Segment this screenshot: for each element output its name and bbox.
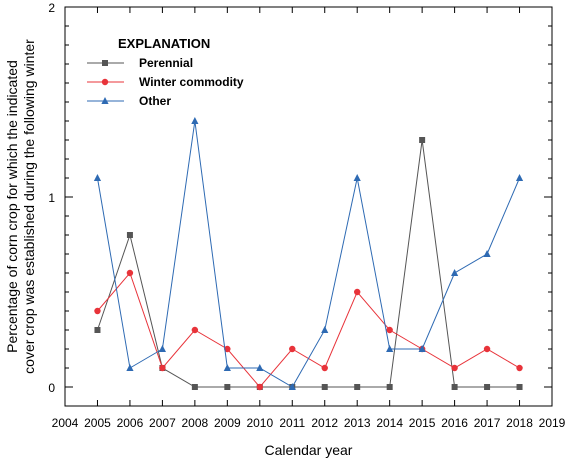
data-point-perennial (354, 384, 361, 390)
legend-item-winter-commodity: Winter commodity (87, 75, 244, 89)
data-point-other (321, 326, 329, 333)
x-tick-label: 2011 (279, 416, 305, 430)
x-tick-label: 2006 (117, 416, 144, 430)
data-point-perennial (484, 384, 491, 390)
legend-item-other: Other (87, 94, 171, 108)
legend-marker-perennial (102, 60, 108, 66)
data-point-winter-commodity (256, 383, 263, 391)
data-point-perennial (451, 384, 458, 390)
x-tick-label: 2017 (474, 416, 501, 430)
data-point-other (288, 383, 296, 390)
data-point-other (386, 345, 394, 352)
legend-item-perennial: Perennial (87, 56, 193, 70)
x-tick-label: 2007 (149, 416, 176, 430)
data-point-other (353, 174, 361, 181)
legend-label-other: Other (139, 94, 171, 108)
data-point-winter-commodity (451, 364, 458, 372)
x-tick-label: 2012 (311, 416, 338, 430)
data-point-perennial (126, 232, 133, 238)
x-axis-title: Calendar year (265, 442, 353, 458)
x-tick-label: 2009 (214, 416, 241, 430)
y-axis-title-line-2: cover crop was established during the fo… (21, 39, 37, 374)
data-point-other (515, 174, 524, 181)
x-tick-label: 2014 (376, 416, 403, 430)
data-point-winter-commodity (321, 364, 328, 372)
series-other (93, 117, 524, 390)
legend-marker-other (101, 97, 109, 104)
x-tick-label: 2019 (539, 416, 566, 430)
legend-title: EXPLANATION (118, 36, 210, 51)
legend-label-perennial: Perennial (139, 56, 193, 70)
data-point-perennial (321, 384, 328, 390)
data-point-winter-commodity (126, 269, 134, 277)
data-point-perennial (224, 384, 231, 390)
series-perennial (94, 137, 523, 390)
y-tick-label: 1 (48, 191, 55, 205)
data-point-perennial (516, 384, 523, 390)
data-point-other (191, 117, 199, 124)
legend-marker-winter-commodity (101, 78, 109, 86)
data-point-other (451, 269, 459, 276)
data-point-winter-commodity (354, 288, 361, 296)
series-line-other (96, 120, 520, 388)
data-point-winter-commodity (386, 326, 393, 334)
data-point-winter-commodity (289, 345, 296, 353)
legend-label-winter-commodity: Winter commodity (139, 75, 244, 89)
data-point-winter-commodity (159, 364, 166, 372)
series-winter-commodity (94, 269, 523, 391)
series-line-perennial (96, 139, 520, 388)
data-point-winter-commodity (516, 364, 523, 372)
data-point-other (126, 364, 134, 371)
x-tick-label: 2015 (409, 416, 436, 430)
legend: EXPLANATION Perennial Winter commodity Othe… (87, 36, 244, 108)
data-point-other (93, 174, 102, 181)
data-point-other (223, 364, 231, 371)
x-tick-label: 2005 (84, 416, 111, 430)
data-point-winter-commodity (94, 307, 101, 315)
data-point-perennial (191, 384, 198, 390)
y-tick-label: 2 (48, 1, 55, 15)
data-point-winter-commodity (191, 326, 199, 334)
x-tick-label: 2008 (182, 416, 209, 430)
data-point-other (483, 250, 491, 257)
data-point-other (418, 345, 426, 352)
data-point-other (158, 345, 166, 352)
x-tick-label: 2010 (246, 416, 273, 430)
y-axis-title-line-1: Percentage of corn crop for which the in… (4, 60, 20, 353)
x-tick-label: 2013 (344, 416, 371, 430)
data-point-winter-commodity (224, 345, 231, 353)
data-point-perennial (94, 327, 101, 333)
x-tick-label: 2018 (506, 416, 533, 430)
plot-frame (64, 6, 553, 407)
axes: 2004 2005 2006 2007 2008 2009 2010 2011 2012 2013… (48, 1, 565, 430)
y-tick-label: 0 (48, 381, 55, 395)
data-point-winter-commodity (483, 345, 491, 353)
x-tick-label: 2016 (441, 416, 468, 430)
series-layer (93, 117, 524, 391)
data-point-other (256, 364, 264, 371)
x-tick-label: 2004 (52, 416, 79, 430)
data-point-perennial (386, 384, 393, 390)
data-point-perennial (419, 137, 426, 143)
